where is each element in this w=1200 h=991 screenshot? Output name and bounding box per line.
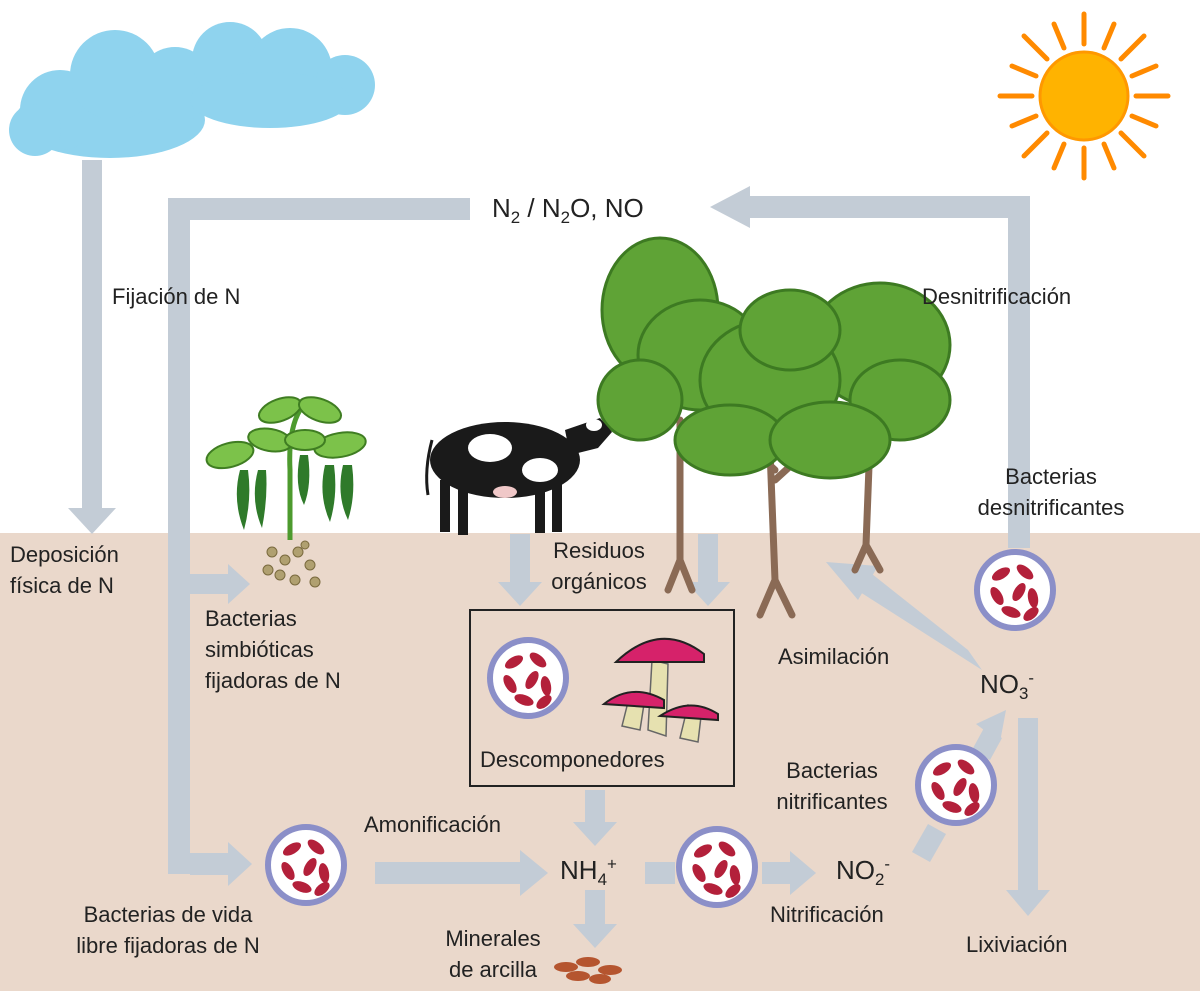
- denitrification-label: Desnitrificación: [922, 284, 1072, 309]
- cloud-icon: [9, 22, 375, 158]
- nitrification-label: Nitrificación: [770, 902, 884, 927]
- deposition-arrow: [82, 160, 102, 510]
- bacteria-icon: [679, 829, 755, 905]
- decomposers-box: [469, 609, 735, 787]
- ammonification-arrow: [375, 862, 523, 884]
- decomposers-label: Descomponedores: [480, 747, 665, 772]
- assimilation-label: Asimilación: [778, 644, 890, 669]
- organic-residues-label: Residuos orgánicos: [551, 538, 647, 594]
- leaching-label: Lixiviación: [966, 932, 1068, 957]
- bacteria-icon: [490, 640, 566, 716]
- bacteria-icon: [918, 747, 994, 823]
- denitrification-arrow: [745, 196, 1030, 218]
- clay-minerals-label: Minerales de arcilla: [445, 926, 541, 982]
- deposition-arrowhead: [68, 508, 116, 534]
- left-vertical-arrow: [168, 198, 190, 874]
- atmospheric-nitrogen-label: N2 / N2O, NO: [492, 193, 644, 228]
- ammonification-label: Amonificación: [364, 812, 501, 837]
- clay-icon: [554, 957, 622, 984]
- bacteria-icon: [268, 827, 344, 903]
- leaching-arrow: [1018, 718, 1038, 893]
- bean-plant-icon: [205, 396, 367, 588]
- sun-icon: [997, 11, 1171, 181]
- nitrifying-bacteria-label: Bacterias nitrificantes: [776, 758, 888, 814]
- free-living-bacteria-label: Bacterias de vida libre fijadoras de N: [76, 902, 260, 958]
- top-left-arrow: [168, 198, 470, 220]
- ammonium-label: NH4+: [560, 854, 617, 890]
- arrows: [68, 160, 1050, 948]
- mushroom-icon: [601, 637, 719, 743]
- nitrate-label: NO3-: [980, 668, 1035, 704]
- tree-icon: [596, 236, 952, 619]
- fixation-label: Fijación de N: [112, 284, 241, 309]
- cow-icon: [425, 418, 612, 535]
- symbiotic-bacteria-label: Bacterias simbióticas fijadoras de N: [205, 606, 341, 693]
- nitrite-label: NO2-: [836, 854, 891, 890]
- physical-deposition-label: Deposición física de N: [10, 542, 119, 598]
- denitrifying-bacteria-label: Bacterias desnitrificantes: [977, 464, 1125, 520]
- bacteria-icon: [977, 552, 1053, 628]
